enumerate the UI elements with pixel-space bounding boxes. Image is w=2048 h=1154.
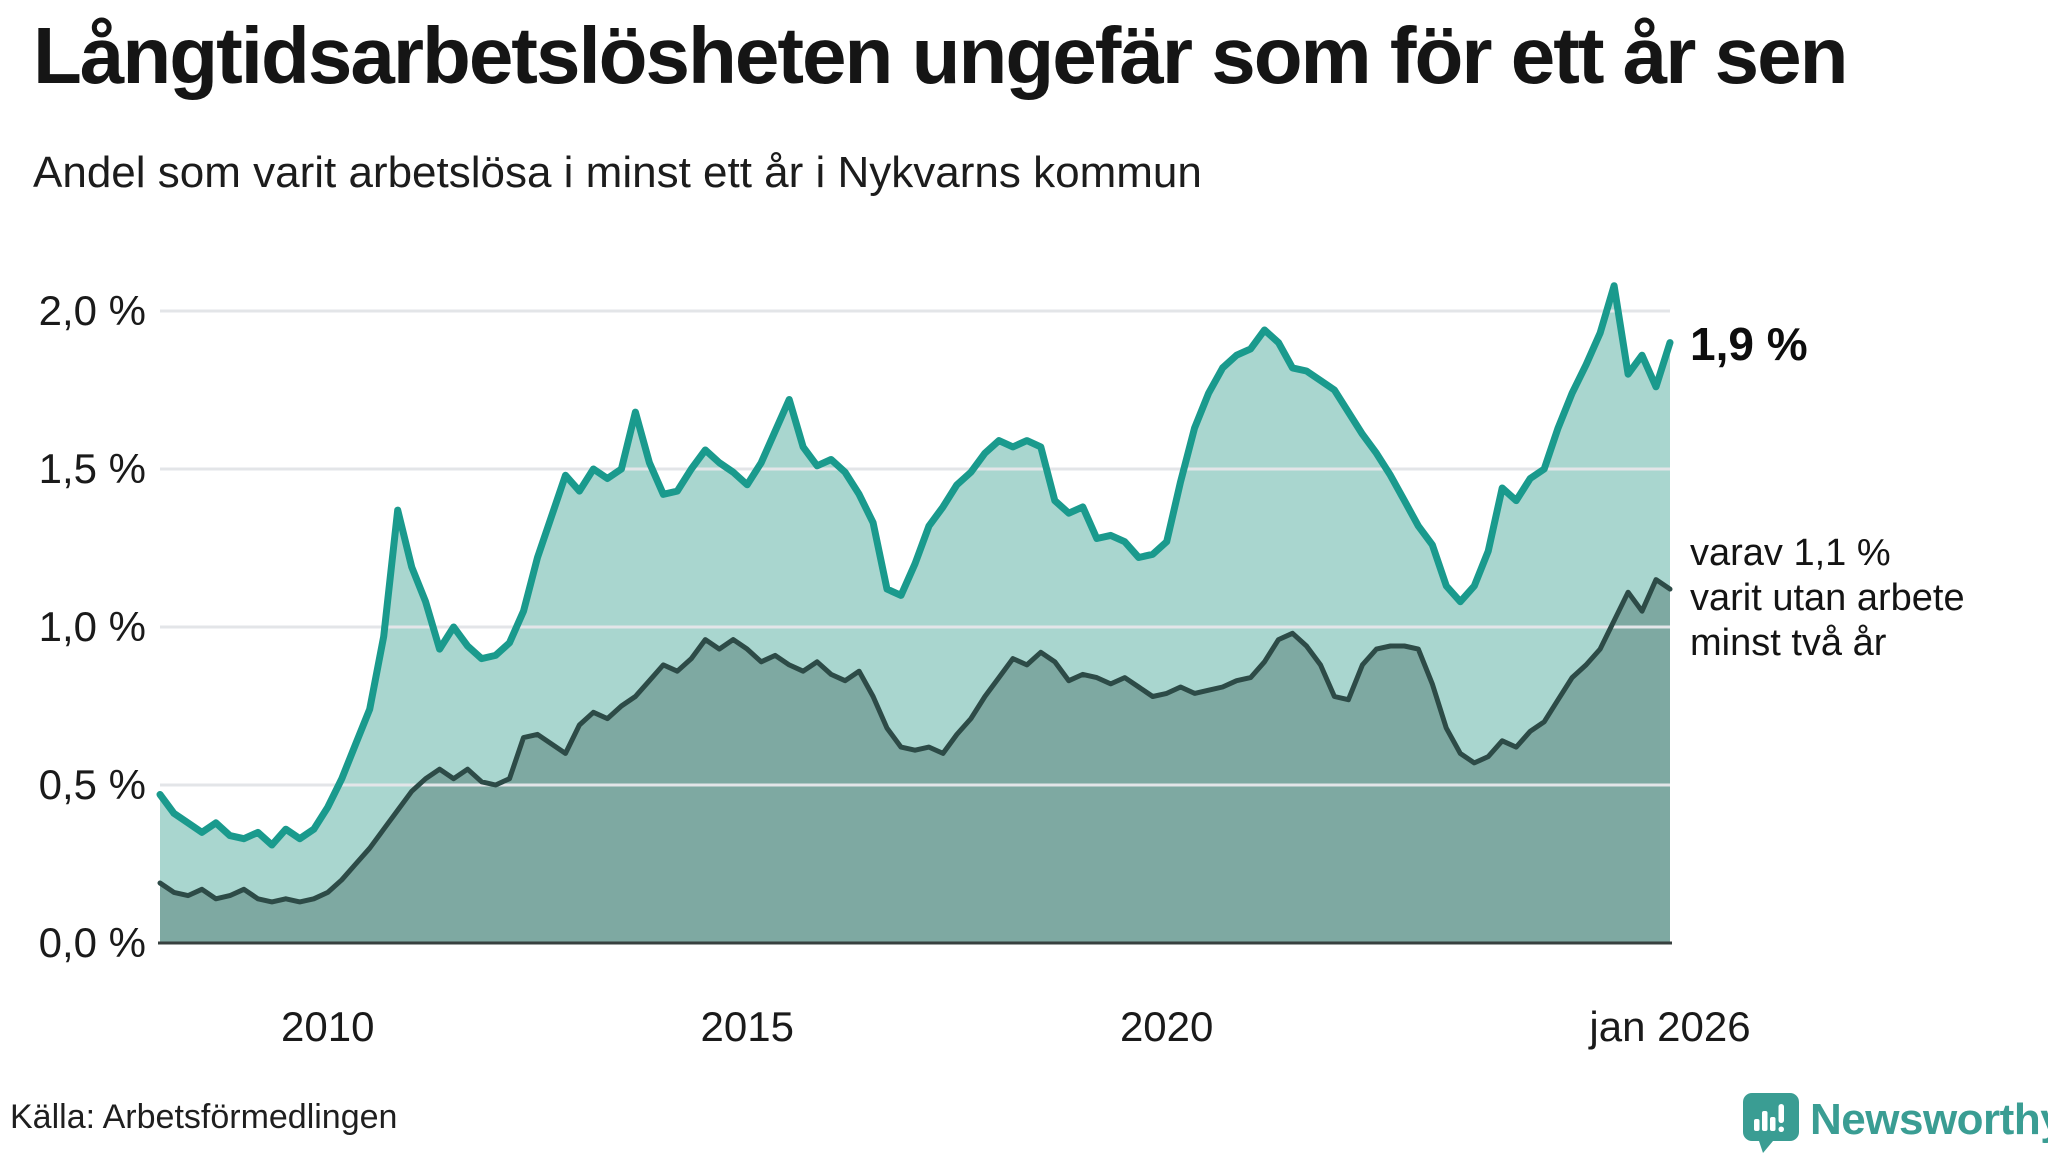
- page-subtitle: Andel som varit arbetslösa i minst ett å…: [33, 148, 1202, 197]
- x-axis-tick-label: 2015: [700, 1003, 794, 1050]
- source-label: Källa: Arbetsförmedlingen: [10, 1098, 398, 1136]
- x-axis-tick-label: 2020: [1119, 1003, 1214, 1050]
- two-year-annotation-line: varav 1,1 %: [1690, 532, 1891, 574]
- newsworthy-wordmark: Newsworthy: [1810, 1095, 2048, 1144]
- newsworthy-logo-icon: [1743, 1093, 1799, 1153]
- series-line-two-years: [157, 577, 1673, 905]
- series-area-two-years: [160, 579, 1670, 943]
- series-line-total: [156, 282, 1674, 849]
- y-axis-tick-label: 1,5 %: [38, 445, 146, 492]
- x-axis-tick-label: jan 2026: [1589, 1003, 1751, 1050]
- y-axis-tick-label: 0,0 %: [38, 919, 146, 966]
- newsworthy-logo: Newsworthy: [1742, 1092, 2048, 1153]
- two-year-annotation-line: minst två år: [1690, 622, 1887, 664]
- x-axis-tick-label: 2010: [281, 1003, 375, 1050]
- page-title: Långtidsarbetslösheten ungefär som för e…: [33, 11, 1848, 100]
- y-axis-tick-label: 1,0 %: [38, 603, 146, 650]
- latest-value-label: 1,9 %: [1690, 318, 1808, 370]
- two-year-annotation-line: varit utan arbete: [1690, 577, 1965, 619]
- y-axis-tick-label: 0,5 %: [38, 761, 146, 808]
- two-year-annotation: varav 1,1 % varit utan arbete minst två år: [1690, 531, 1965, 666]
- y-axis-tick-label: 2,0 %: [38, 287, 146, 334]
